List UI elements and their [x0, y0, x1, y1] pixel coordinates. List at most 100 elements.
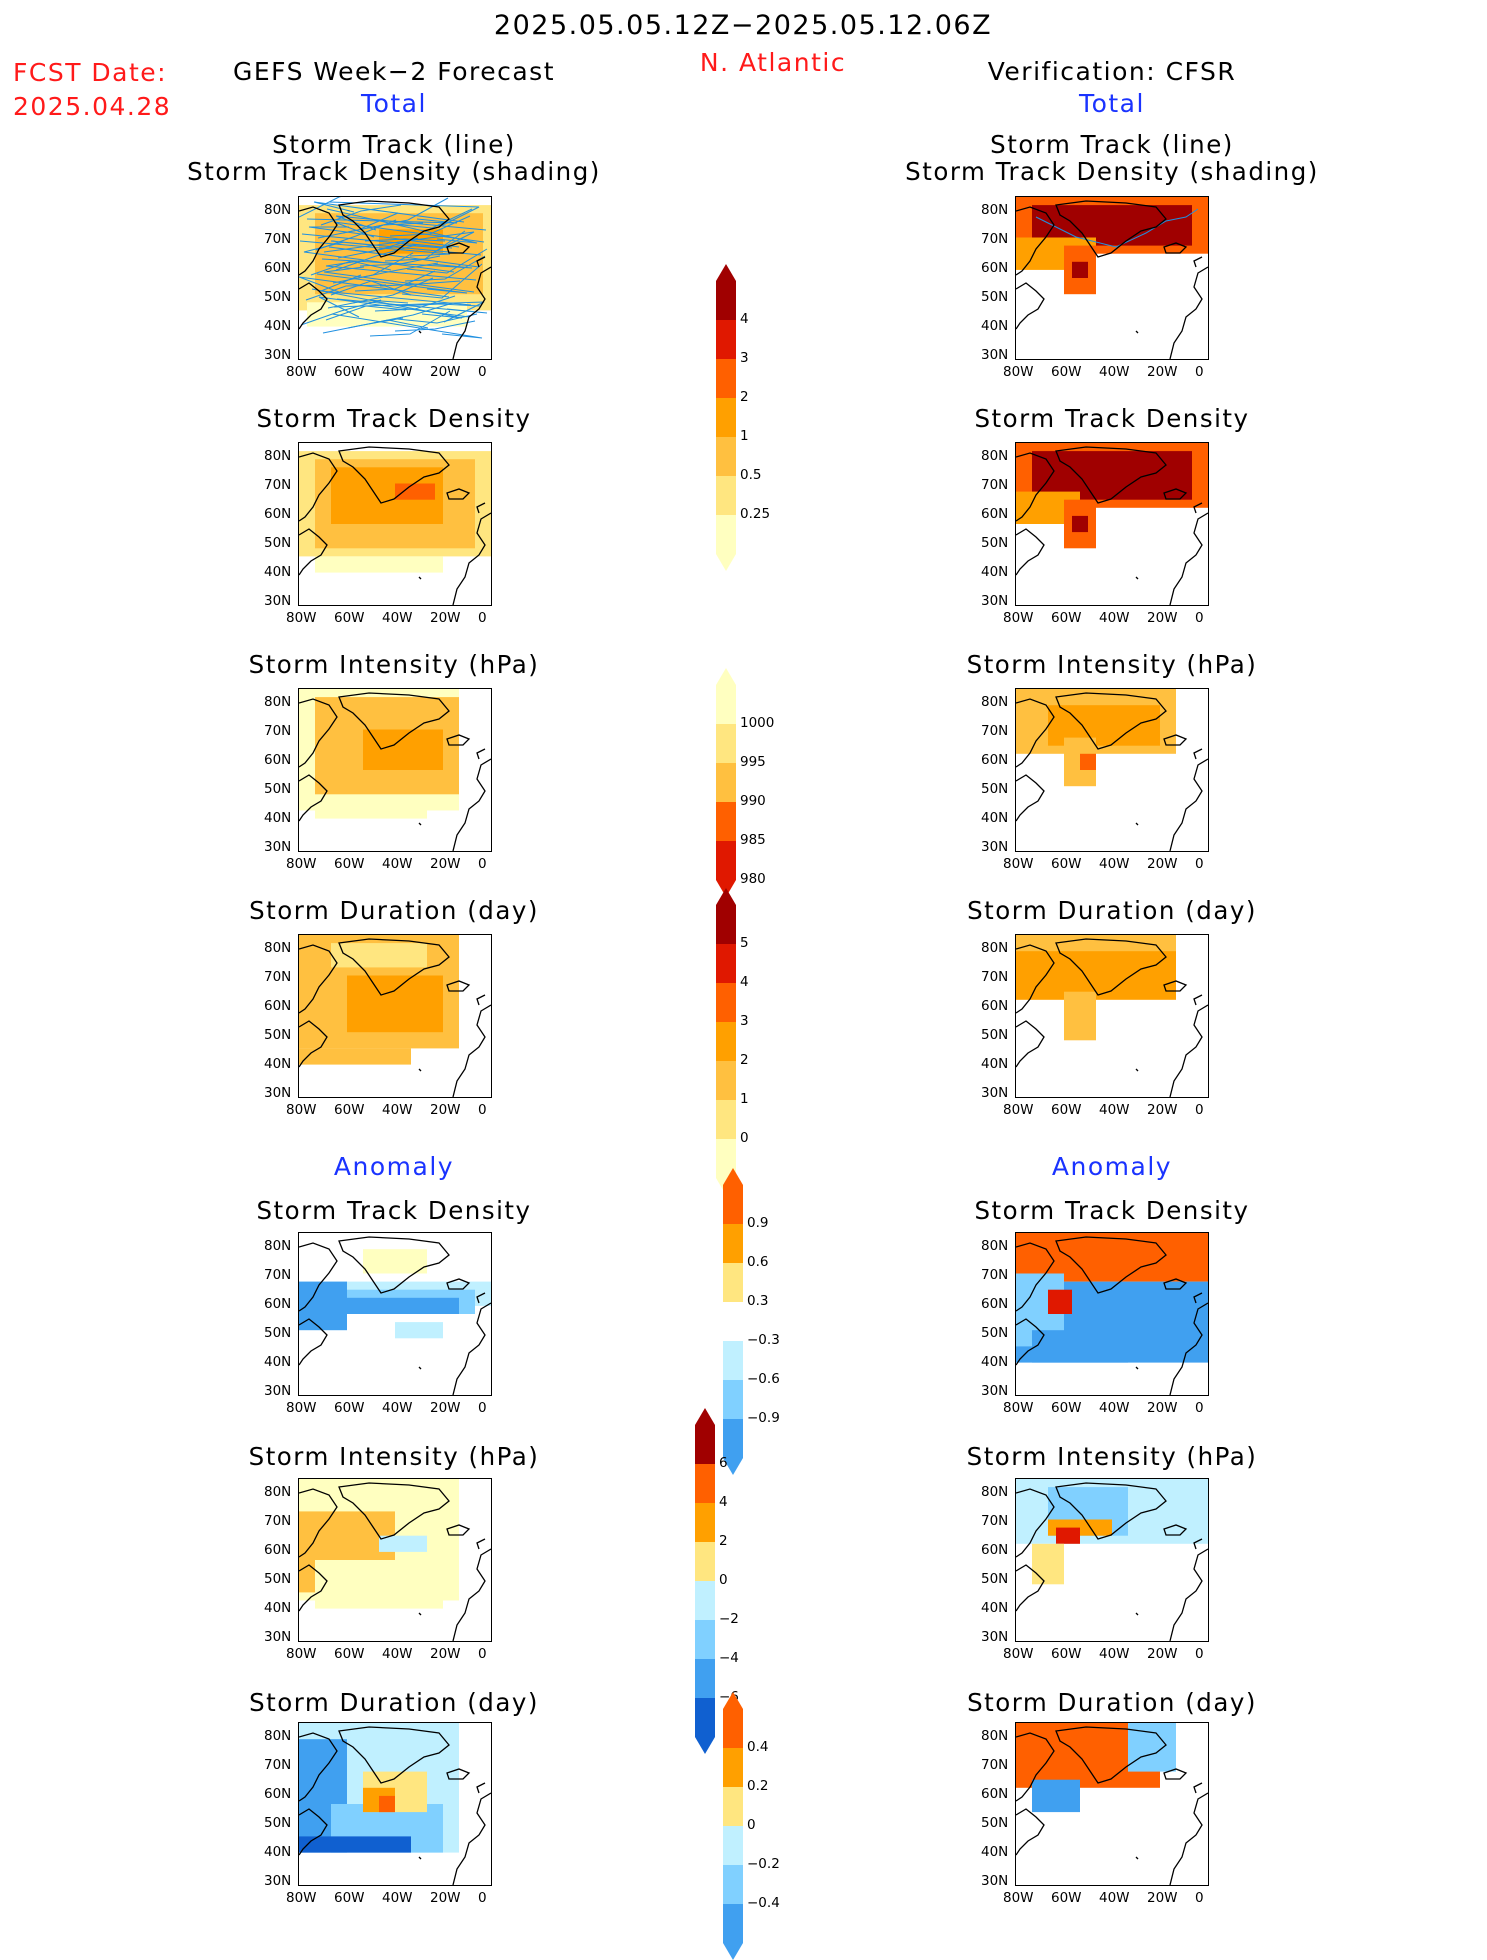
- shaded-cell: [315, 556, 443, 573]
- panel-title: Storm Intensity (hPa): [966, 650, 1258, 679]
- lat-tick-label: 80N: [981, 202, 1009, 218]
- lat-tick-label: 30N: [264, 593, 292, 609]
- colorbar-segment: [695, 1698, 715, 1737]
- lat-tick-label: 30N: [264, 839, 292, 855]
- colorbar-label: 0.3: [747, 1293, 769, 1309]
- lat-tick-label: 60N: [981, 506, 1009, 522]
- lon-tick-label: 40W: [1099, 1400, 1130, 1416]
- panel-title: Storm Duration (day): [967, 1688, 1257, 1717]
- lon-tick-label: 60W: [334, 1890, 365, 1906]
- storm-tracks: [299, 197, 488, 339]
- colorbar-label: 985: [740, 832, 766, 848]
- colorbar-top-arrow: [716, 668, 736, 685]
- lat-tick-label: 80N: [264, 1728, 292, 1744]
- lat-tick-label: 50N: [981, 289, 1009, 305]
- lat-tick-label: 30N: [264, 1383, 292, 1399]
- lon-tick-label: 80W: [1003, 856, 1034, 872]
- lat-tick-label: 80N: [981, 694, 1009, 710]
- gefs-duration-panel: [298, 934, 492, 1098]
- lon-tick-label: 80W: [1003, 1890, 1034, 1906]
- colorbar-label: 3: [740, 1013, 749, 1029]
- lat-tick-label: 70N: [981, 477, 1009, 493]
- left-anomaly-label: Anomaly: [333, 1152, 455, 1181]
- lon-tick-label: 40W: [1099, 856, 1130, 872]
- right-anomaly-label: Anomaly: [1051, 1152, 1173, 1181]
- colorbar-segment: [716, 1061, 736, 1100]
- period-title: 2025.05.05.12Z−2025.05.12.06Z: [493, 10, 993, 41]
- lat-tick-label: 60N: [264, 998, 292, 1014]
- colorbar-segment: [716, 724, 736, 763]
- cfsr-anom-density-panel: [1015, 1232, 1209, 1396]
- lat-tick-label: 70N: [264, 1757, 292, 1773]
- lon-tick-label: 20W: [430, 610, 461, 626]
- lat-tick-label: 80N: [981, 940, 1009, 956]
- panel-title: Storm Track Density: [256, 1196, 532, 1225]
- coastline: [1016, 1236, 1208, 1395]
- lat-tick-label: 60N: [981, 260, 1009, 276]
- colorbar-segment: [716, 359, 736, 398]
- colorbar-segment: [716, 1100, 736, 1139]
- shaded-cell: [1072, 515, 1088, 533]
- colorbar-segment: [723, 1787, 743, 1826]
- lat-tick-label: 80N: [264, 1484, 292, 1500]
- lat-tick-label: 30N: [264, 1629, 292, 1645]
- colorbar-label: 0.9: [747, 1215, 769, 1231]
- lat-tick-label: 70N: [981, 1757, 1009, 1773]
- lat-tick-label: 70N: [264, 477, 292, 493]
- shaded-cell: [1032, 1543, 1064, 1585]
- lat-tick-label: 30N: [264, 1873, 292, 1889]
- lat-tick-label: 80N: [264, 1238, 292, 1254]
- colorbar-segment: [695, 1542, 715, 1581]
- panel-title: Storm Track Density (shading): [905, 157, 1319, 186]
- colorbar-top-arrow: [695, 1408, 715, 1425]
- panel-title: Storm Duration (day): [967, 896, 1257, 925]
- colorbar-total-density: [716, 264, 736, 571]
- colorbar-segment: [695, 1464, 715, 1503]
- lon-tick-label: 0: [1195, 610, 1204, 626]
- lon-tick-label: 80W: [286, 1890, 317, 1906]
- lon-tick-label: 40W: [1099, 364, 1130, 380]
- coastline: [1016, 446, 1208, 605]
- lat-tick-label: 60N: [981, 1296, 1009, 1312]
- lat-tick-label: 40N: [981, 810, 1009, 826]
- lat-tick-label: 70N: [264, 1513, 292, 1529]
- colorbar-label: −0.9: [747, 1410, 780, 1426]
- lat-tick-label: 30N: [264, 1085, 292, 1101]
- coastline: [1016, 938, 1208, 1097]
- lon-tick-label: 0: [478, 610, 487, 626]
- colorbar-label: 3: [740, 350, 749, 366]
- colorbar-segment: [716, 476, 736, 515]
- lon-tick-label: 60W: [1051, 856, 1082, 872]
- colorbar-label: 4: [719, 1494, 728, 1510]
- fcst-date-value: 2025.04.28: [13, 92, 172, 121]
- right-column-title: Verification: CFSR: [987, 57, 1237, 86]
- lon-tick-label: 80W: [1003, 1646, 1034, 1662]
- colorbar-segment: [723, 1380, 743, 1419]
- lat-tick-label: 30N: [981, 1383, 1009, 1399]
- colorbar-segment: [716, 763, 736, 802]
- lon-tick-label: 60W: [1051, 364, 1082, 380]
- shaded-cell: [1064, 991, 1096, 1041]
- cfsr-track-panel: [1015, 196, 1209, 360]
- lat-tick-label: 60N: [264, 1786, 292, 1802]
- colorbar-label: −2: [719, 1611, 739, 1627]
- lon-tick-label: 40W: [1099, 1890, 1130, 1906]
- lon-tick-label: 20W: [1147, 610, 1178, 626]
- lat-tick-label: 50N: [264, 289, 292, 305]
- panel-title: Storm Intensity (hPa): [248, 1442, 540, 1471]
- panel-title: Storm Track Density: [256, 404, 532, 433]
- colorbar-segment: [695, 1620, 715, 1659]
- lon-tick-label: 80W: [1003, 1400, 1034, 1416]
- coastline: [1016, 692, 1208, 851]
- lat-tick-label: 30N: [264, 347, 292, 363]
- colorbar-label: 1: [740, 428, 749, 444]
- colorbar-label: 2: [740, 1052, 749, 1068]
- colorbar-label: 0.5: [740, 467, 762, 483]
- lat-tick-label: 30N: [981, 593, 1009, 609]
- lon-tick-label: 20W: [430, 364, 461, 380]
- lon-tick-label: 40W: [382, 1102, 413, 1118]
- colorbar-label: 1: [740, 1091, 749, 1107]
- lat-tick-label: 40N: [264, 318, 292, 334]
- lat-tick-label: 30N: [981, 839, 1009, 855]
- lon-tick-label: 80W: [286, 856, 317, 872]
